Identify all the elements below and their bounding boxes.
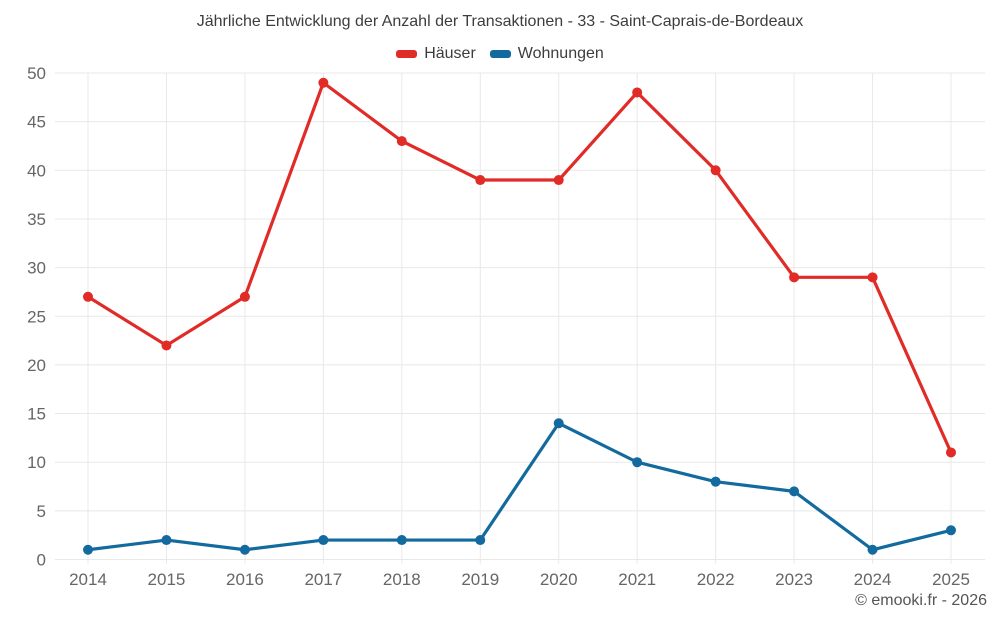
data-point-Wohnungen-2022[interactable] [710, 476, 721, 487]
y-tick-label: 25 [27, 307, 46, 326]
data-point-Wohnungen-2014[interactable] [83, 544, 93, 555]
x-tick-label: 2025 [932, 570, 970, 589]
data-point-Wohnungen-2017[interactable] [318, 535, 329, 546]
y-tick-label: 50 [27, 64, 46, 83]
y-tick-label: 10 [27, 453, 46, 472]
legend-swatch-hauser-icon [396, 50, 418, 58]
x-tick-label: 2015 [148, 570, 186, 589]
x-tick-label: 2021 [618, 570, 656, 589]
y-tick-label: 35 [27, 210, 46, 229]
legend-label-wohnungen: Wohnungen [517, 45, 604, 62]
data-point-Wohnungen-2024[interactable] [867, 544, 878, 555]
grid [55, 72, 985, 564]
x-tick-label: 2024 [854, 570, 892, 589]
data-point-Wohnungen-2020[interactable] [553, 418, 564, 429]
data-point-Häuser-2021[interactable] [632, 87, 643, 98]
x-tick-label: 2019 [461, 570, 499, 589]
chart-legend: Häuser Wohnungen [0, 45, 1000, 63]
data-point-Häuser-2017[interactable] [318, 77, 329, 88]
data-point-Wohnungen-2023[interactable] [789, 486, 800, 497]
chart-title: Jährliche Entwicklung der Anzahl der Tra… [196, 13, 804, 30]
data-point-Häuser-2014[interactable] [83, 291, 93, 302]
y-tick-label: 45 [27, 113, 46, 132]
y-tick-label: 0 [37, 551, 46, 570]
y-tick-label: 30 [27, 259, 46, 278]
legend-swatch-wohnungen-icon [489, 50, 511, 58]
x-tick-label: 2018 [383, 570, 421, 589]
data-point-Häuser-2015[interactable] [161, 340, 172, 351]
x-tick-label: 2020 [540, 570, 578, 589]
y-tick-label: 5 [37, 502, 46, 521]
x-tick-label: 2016 [226, 570, 264, 589]
data-point-Wohnungen-2021[interactable] [632, 457, 643, 468]
data-point-Wohnungen-2016[interactable] [239, 544, 250, 555]
copyright-text: © emooki.fr - 2026 [855, 592, 987, 609]
y-tick-label: 15 [27, 405, 46, 424]
x-tick-label: 2017 [304, 570, 342, 589]
data-point-Häuser-2024[interactable] [867, 272, 878, 283]
data-point-Wohnungen-2025[interactable] [946, 525, 956, 536]
data-point-Wohnungen-2019[interactable] [475, 535, 486, 546]
data-point-Häuser-2018[interactable] [396, 136, 407, 147]
data-point-Häuser-2019[interactable] [475, 175, 486, 186]
data-point-Häuser-2023[interactable] [789, 272, 800, 283]
data-point-Häuser-2020[interactable] [553, 175, 564, 186]
legend-label-hauser: Häuser [424, 45, 476, 62]
x-tick-label: 2023 [775, 570, 813, 589]
data-point-Wohnungen-2015[interactable] [161, 535, 172, 546]
legend-item-hauser[interactable]: Häuser [396, 45, 476, 63]
series-line-Häuser [86, 81, 953, 455]
legend-item-wohnungen[interactable]: Wohnungen [489, 45, 604, 63]
data-point-Häuser-2025[interactable] [946, 447, 956, 458]
y-tick-label: 40 [27, 161, 46, 180]
x-tick-label: 2014 [69, 570, 107, 589]
y-tick-label: 20 [27, 356, 46, 375]
series-line-Wohnungen [86, 421, 953, 552]
data-point-Häuser-2016[interactable] [239, 291, 250, 302]
data-point-Häuser-2022[interactable] [710, 165, 721, 176]
data-point-Wohnungen-2018[interactable] [396, 535, 407, 546]
x-tick-label: 2022 [697, 570, 735, 589]
